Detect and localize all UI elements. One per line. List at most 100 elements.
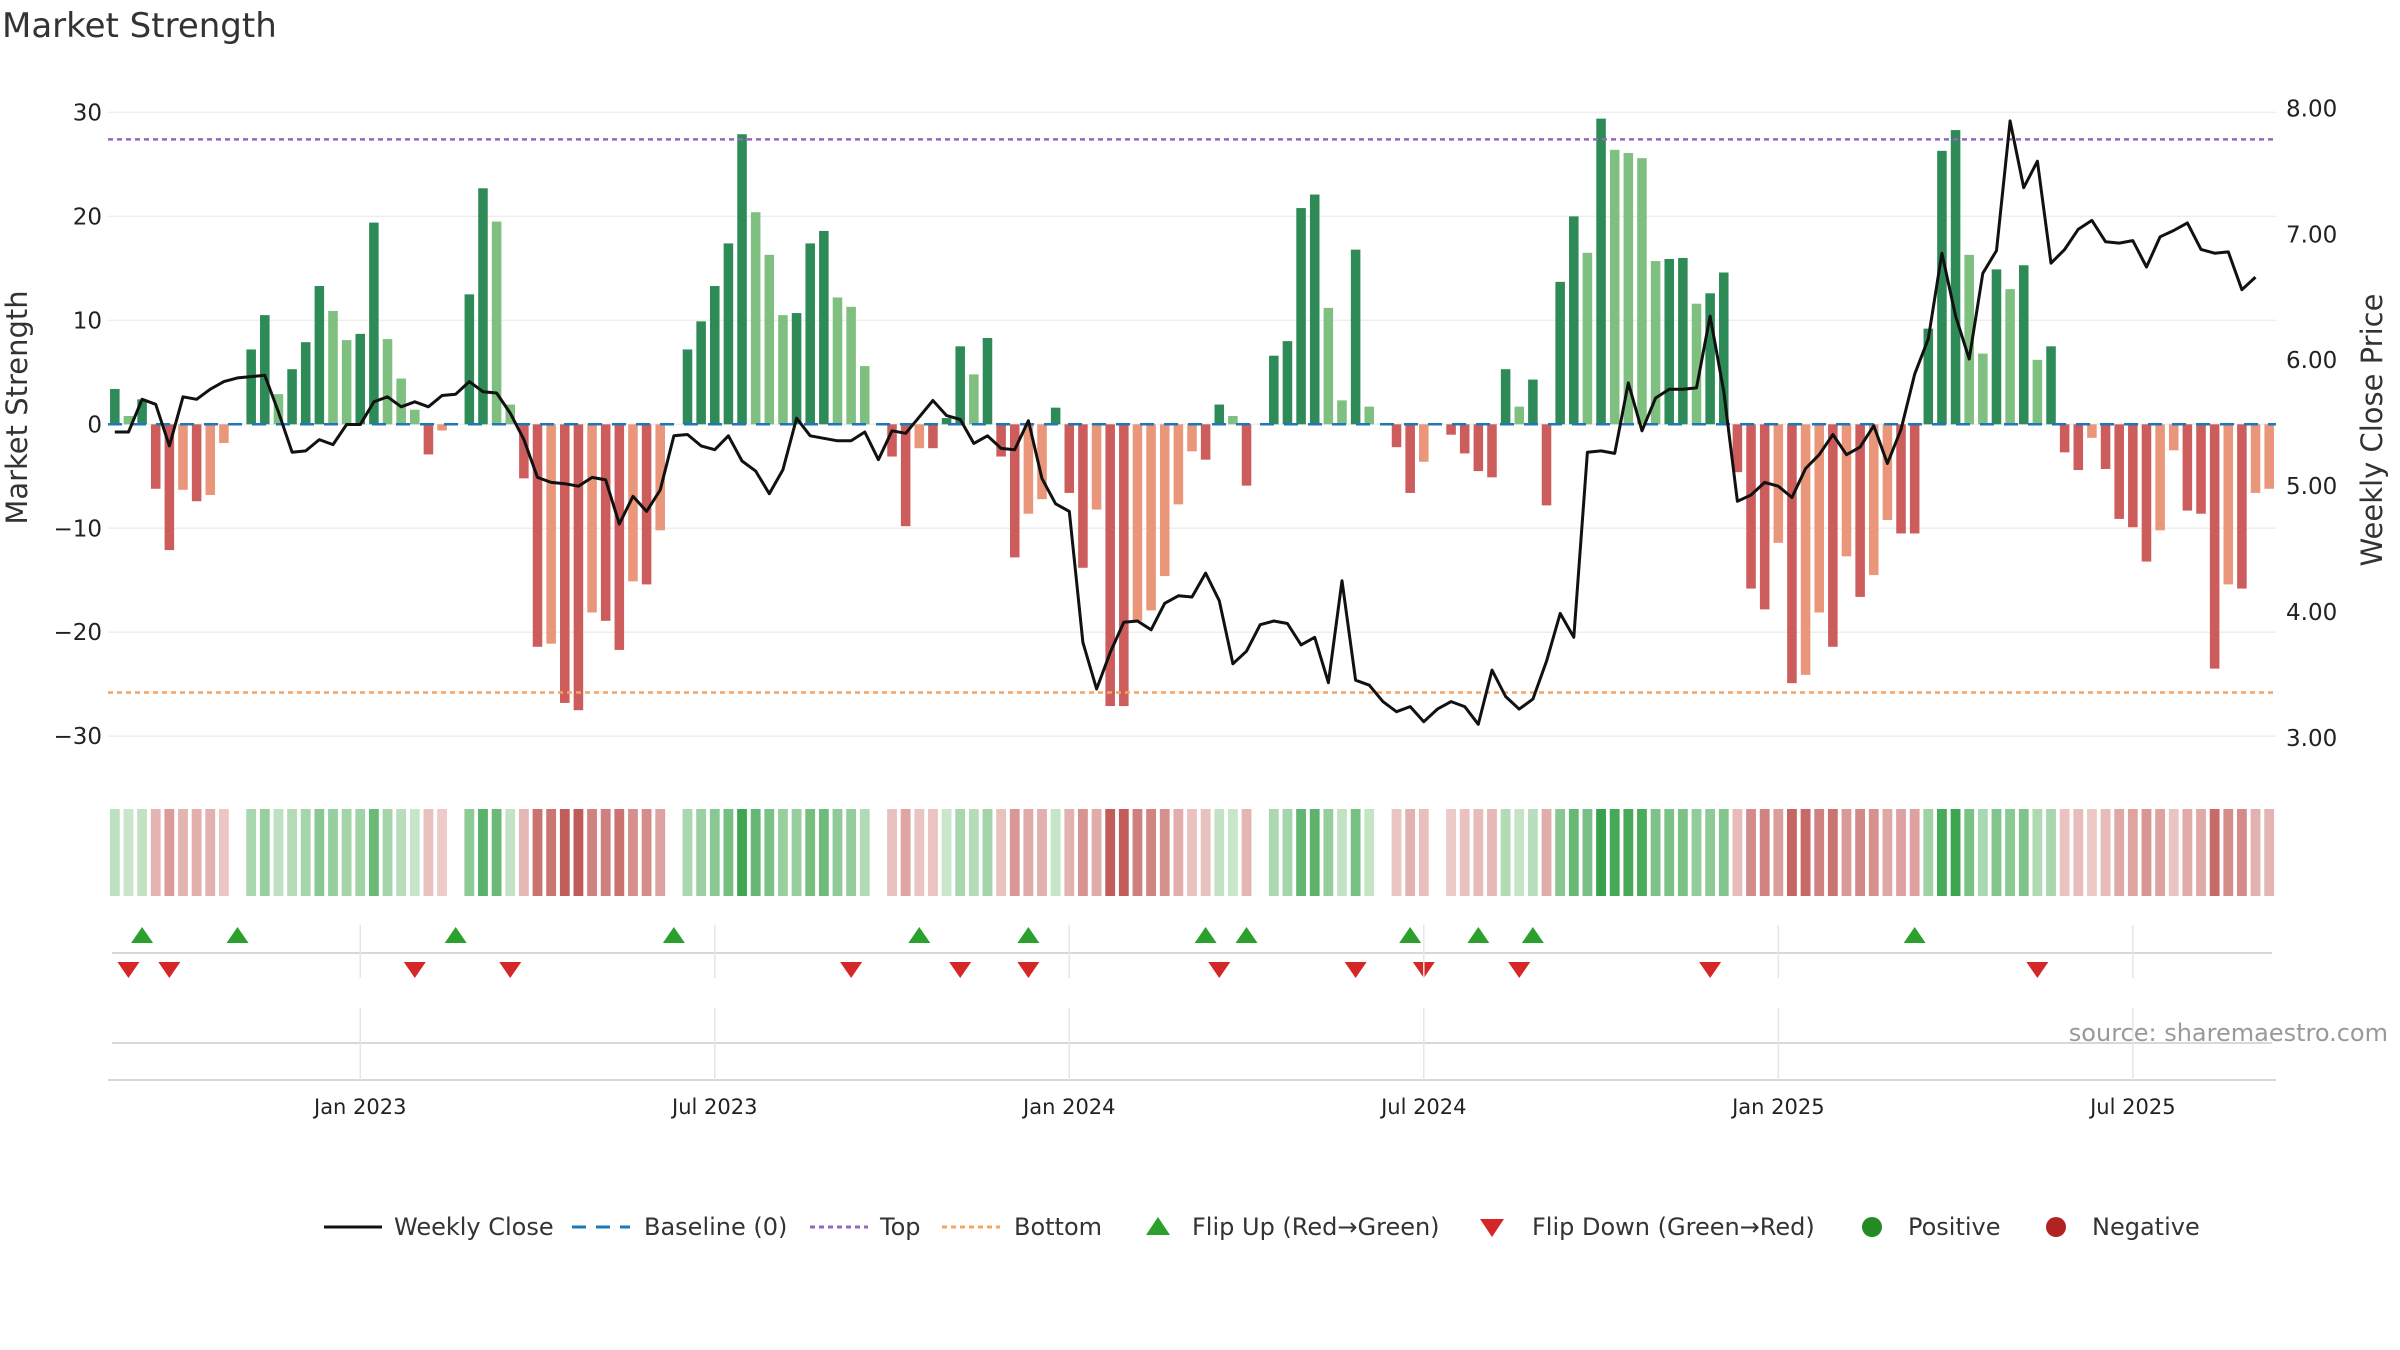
heat-cell: [668, 809, 679, 896]
heat-cell: [109, 809, 120, 896]
heat-cell: [900, 809, 911, 896]
strength-bar: [1037, 424, 1047, 500]
source-note: source: sharemaestro.com: [2069, 1019, 2388, 1047]
strength-bar: [655, 424, 665, 531]
heat-cell: [709, 809, 720, 896]
y2-tick-label: 7.00: [2286, 222, 2337, 248]
flip-down-marker: [1508, 962, 1531, 978]
strength-bar: [1678, 257, 1688, 425]
heat-cell: [873, 809, 884, 896]
heat-cell: [273, 809, 284, 896]
strength-bar: [1091, 424, 1102, 510]
heat-cell: [1773, 809, 1784, 896]
strength-bar: [2087, 424, 2097, 438]
strength-bar: [573, 424, 584, 711]
heat-cell: [1896, 809, 1906, 896]
heat-cell: [2209, 809, 2220, 896]
strength-bar: [2250, 424, 2261, 493]
strength-bar: [709, 286, 720, 425]
strength-bar: [546, 424, 556, 644]
heat-cell: [1923, 809, 1934, 896]
heat-cell: [1705, 809, 1716, 896]
strength-bar: [1814, 424, 1824, 613]
strength-bar: [1459, 424, 1470, 454]
strength-bar: [1214, 404, 1225, 425]
heat-cell: [1009, 809, 1020, 896]
strength-bar: [791, 313, 802, 425]
y-tick-label: 0: [87, 412, 102, 438]
heat-cell: [1282, 809, 1293, 896]
heat-cell: [1255, 809, 1266, 896]
heat-cell: [2250, 809, 2261, 896]
strength-bar: [2073, 424, 2084, 471]
heat-cell: [259, 809, 270, 896]
flip-up-marker: [1399, 927, 1422, 943]
strength-bar: [887, 424, 897, 457]
flip-down-marker: [158, 962, 181, 978]
strength-bar: [396, 378, 406, 425]
heat-cell: [696, 809, 707, 896]
flip-down-marker: [117, 962, 140, 978]
legend-label: Negative: [2092, 1213, 2200, 1241]
strength-bar: [2237, 424, 2247, 589]
heat-cell: [1746, 809, 1756, 896]
strength-bar: [2128, 424, 2138, 528]
heat-cell: [573, 809, 584, 896]
heat-cell: [1405, 809, 1416, 896]
heat-cell: [887, 809, 897, 896]
legend-swatch: [1862, 1217, 1882, 1237]
y-tick-label: −10: [53, 516, 102, 542]
heat-cell: [1977, 809, 1988, 896]
strength-bar: [1500, 369, 1511, 425]
strength-bar: [246, 349, 256, 425]
heat-cell: [1227, 809, 1238, 896]
heat-cell: [2223, 809, 2234, 896]
strength-bar: [1650, 261, 1661, 425]
strength-bar: [1978, 353, 1988, 425]
heat-cell: [396, 809, 407, 896]
x-tick-label: Jan 2024: [1021, 1095, 1116, 1119]
heat-cell: [2032, 809, 2043, 896]
strength-bar: [560, 424, 570, 703]
strength-bar: [1064, 424, 1075, 493]
heat-cell: [1337, 809, 1347, 896]
legend-label: Top: [879, 1213, 921, 1241]
strength-bar: [846, 306, 856, 425]
heat-cell: [437, 809, 447, 896]
heat-cell: [2114, 809, 2125, 896]
strength-bar: [1200, 424, 1211, 460]
strength-bar: [778, 315, 788, 425]
heat-cell: [1091, 809, 1102, 896]
flip-up-marker: [1467, 927, 1490, 943]
chart-title: Market Strength: [2, 6, 277, 46]
date-axis: Jan 2023 Jul 2023 Jan 2024 Jul 2024 Jan 2025…: [312, 925, 2388, 1119]
legend-label: Positive: [1908, 1213, 2001, 1241]
strength-bar: [1282, 341, 1293, 425]
flip-down-marker: [1699, 962, 1722, 978]
x-tick-label: Jan 2023: [312, 1095, 407, 1119]
heat-cell: [1418, 809, 1429, 896]
strength-bar: [491, 221, 502, 425]
strength-bar: [1350, 249, 1361, 425]
heat-cell: [996, 809, 1007, 896]
strength-bar: [996, 424, 1006, 457]
strength-bar: [928, 424, 938, 449]
strength-bar: [1228, 415, 1238, 425]
strength-bar: [1746, 424, 1756, 589]
heat-cell: [2155, 809, 2166, 896]
strength-bar: [737, 134, 747, 425]
strength-bar: [832, 297, 843, 425]
y-tick-label: 30: [73, 100, 102, 126]
strength-bar: [900, 424, 911, 527]
strength-bar: [191, 424, 202, 502]
strength-bar: [1787, 424, 1797, 684]
heat-cell: [382, 809, 393, 896]
heat-cell: [559, 809, 570, 896]
strength-bar: [260, 315, 270, 425]
heat-cell: [859, 809, 870, 896]
heat-cell: [1800, 809, 1811, 896]
heat-cell: [791, 809, 802, 896]
heat-cell: [641, 809, 652, 896]
strength-bar: [914, 424, 925, 449]
heat-cell: [805, 809, 816, 896]
